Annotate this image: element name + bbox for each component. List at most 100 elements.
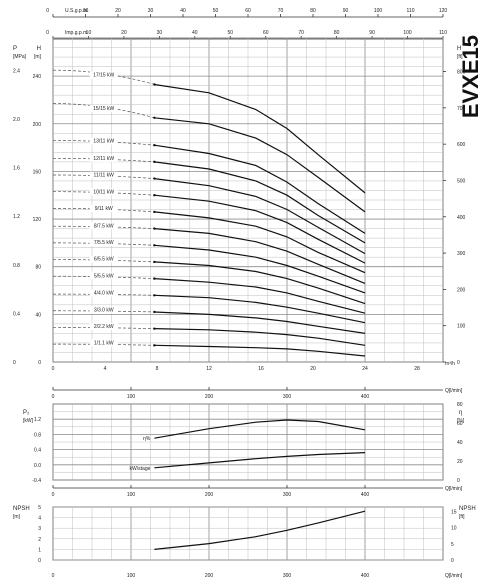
q-axis-tick-label: 300 — [283, 394, 292, 400]
series-label-2: 2/2.2 kW — [94, 324, 114, 330]
head-x-m3h-tick-label: 12 — [206, 366, 212, 372]
series-label-13: 13/11 kW — [93, 139, 114, 145]
head-curve-6 — [154, 261, 366, 305]
head-right-tick-label: 500 — [457, 178, 466, 184]
head-x-m3h-tick-label: 28 — [414, 366, 420, 372]
head-curve-9 — [154, 211, 366, 274]
top-scale-tick-label-0: 20 — [115, 8, 121, 14]
q-axis-tick-label: 200 — [205, 394, 214, 400]
series-label-10: 10/11 kW — [93, 189, 114, 195]
q-axis-tick-label: 400 — [361, 394, 370, 400]
series-label-bg-15 — [89, 71, 118, 79]
npsh-right-label: NPSH — [459, 506, 476, 512]
head-x-m3h-tick-label: 16 — [258, 366, 264, 372]
head-y-tick-label: 200 — [33, 122, 42, 128]
pressure-unit: [MPa] — [13, 54, 27, 60]
series-label-bg-14 — [89, 104, 118, 112]
power-y-unit: [kW] — [23, 418, 34, 424]
q-axis-unit: Q[l/min] — [445, 388, 463, 394]
top-scale-tick-label-0: 80 — [310, 8, 316, 14]
head-y-tick-label: 120 — [33, 217, 42, 223]
series-label-8: 8/7.5 kW — [94, 223, 114, 229]
head-right-tick-label: 700 — [457, 106, 466, 112]
q-axis-3-tick-label: 100 — [127, 573, 136, 579]
series-label-bg-7 — [89, 238, 118, 246]
head-curve-14 — [154, 117, 366, 213]
head-curve-start-15 — [153, 83, 156, 86]
top-scale-tick-label-1: 40 — [192, 30, 198, 36]
top-scale-tick-label-1: 110 — [439, 30, 447, 36]
head-curve-start-12 — [153, 160, 156, 164]
npsh-right-unit: [ft] — [459, 514, 465, 520]
power-y-tick-label: 0.8 — [34, 432, 41, 438]
head-curve-5 — [154, 278, 366, 314]
eff-y-tick-label: 20 — [457, 459, 463, 465]
top-scale-tick-label-1: 30 — [157, 30, 163, 36]
head-curve-start-11 — [153, 177, 156, 180]
series-label-bg-6 — [89, 255, 118, 263]
head-y-tick-label: 0 — [38, 360, 41, 366]
series-label-bg-11 — [89, 171, 118, 179]
top-scale-tick-label-0: 30 — [148, 8, 154, 14]
series-label-bg-5 — [89, 272, 118, 280]
head-right-tick-label: 600 — [457, 142, 466, 148]
q-axis-3-tick-label: 400 — [361, 573, 370, 579]
head-right-tick-label: 800 — [457, 70, 466, 76]
top-scale-tick-label-1: 10 — [86, 30, 92, 36]
npsh-y-tick-label: 5 — [38, 505, 41, 511]
head-right-label: H — [457, 46, 461, 52]
head-right-unit: [ft] — [457, 54, 463, 60]
q-axis-3-tick-label: 200 — [205, 573, 214, 579]
top-scale-tick-label-0: 0 — [46, 8, 49, 14]
head-curve-10 — [154, 194, 366, 264]
top-scale-tick-label-0: 10 — [83, 8, 89, 14]
top-scale-tick-label-0: 90 — [343, 8, 349, 14]
head-right-tick-label: 400 — [457, 215, 466, 221]
power-curve-1 — [154, 419, 366, 439]
npsh-y-unit: [m] — [13, 514, 21, 520]
series-label-1: 1/1.1 kW — [94, 341, 114, 347]
pressure-tick-label: 2.0 — [13, 117, 20, 123]
head-y-tick-label: 160 — [33, 169, 42, 175]
top-scale-tick-label-1: 80 — [334, 30, 340, 36]
top-scale-tick-label-0: 110 — [407, 8, 415, 14]
top-scale-label-0: U.S.g.p.m. — [65, 8, 89, 14]
head-curve-start-13 — [153, 144, 156, 147]
pressure-label: P — [13, 46, 17, 52]
head-x-m3h-tick-label: 20 — [310, 366, 316, 372]
power-y-label: P₂ — [23, 410, 30, 416]
power-y-tick-label: 1.2 — [34, 417, 41, 423]
head-curve-start-9 — [153, 210, 156, 214]
head-x-m3h-tick-label: 8 — [156, 366, 159, 372]
series-label-bg-8 — [89, 222, 118, 230]
series-label-11: 11/11 kW — [94, 173, 115, 179]
series-label-5: 5/5.5 kW — [94, 273, 114, 279]
series-label-14: 15/15 kW — [93, 106, 114, 112]
series-label-bg-12 — [89, 154, 118, 162]
head-y-unit: [m] — [34, 54, 42, 60]
head-curve-4 — [154, 294, 366, 324]
head-right-tick-label: 200 — [457, 287, 466, 293]
pressure-tick-label: 2.4 — [13, 68, 20, 74]
head-curve-1 — [154, 344, 366, 357]
q-axis-tick-label: 0 — [52, 394, 55, 400]
npsh-y-tick-label: 1 — [38, 547, 41, 553]
head-x-m3h-tick-label: 0 — [52, 366, 55, 372]
q-axis-2-tick-label: 100 — [127, 492, 136, 498]
head-y-tick-label: 240 — [33, 74, 42, 80]
top-scale-tick-label-0: 120 — [439, 8, 448, 14]
eff-y-tick-label: 40 — [457, 440, 463, 446]
head-y-tick-label: 40 — [35, 312, 41, 318]
top-scale-tick-label-1: 70 — [298, 30, 304, 36]
head-x-m3h-tick-label: 4 — [104, 366, 107, 372]
npsh-curve-1 — [154, 510, 366, 550]
power-curve-label-2: kW/stage — [130, 466, 151, 472]
pressure-tick-label: 1.2 — [13, 214, 20, 220]
power-y-tick-label: -0.4 — [32, 478, 41, 484]
head-curve-start-10 — [153, 194, 156, 197]
head-curve-start-4 — [153, 294, 156, 297]
series-label-bg-1 — [89, 339, 118, 347]
q-axis-2-tick-label: 0 — [52, 492, 55, 498]
head-curve-start-5 — [153, 277, 156, 280]
head-curve-start-6 — [153, 260, 156, 264]
